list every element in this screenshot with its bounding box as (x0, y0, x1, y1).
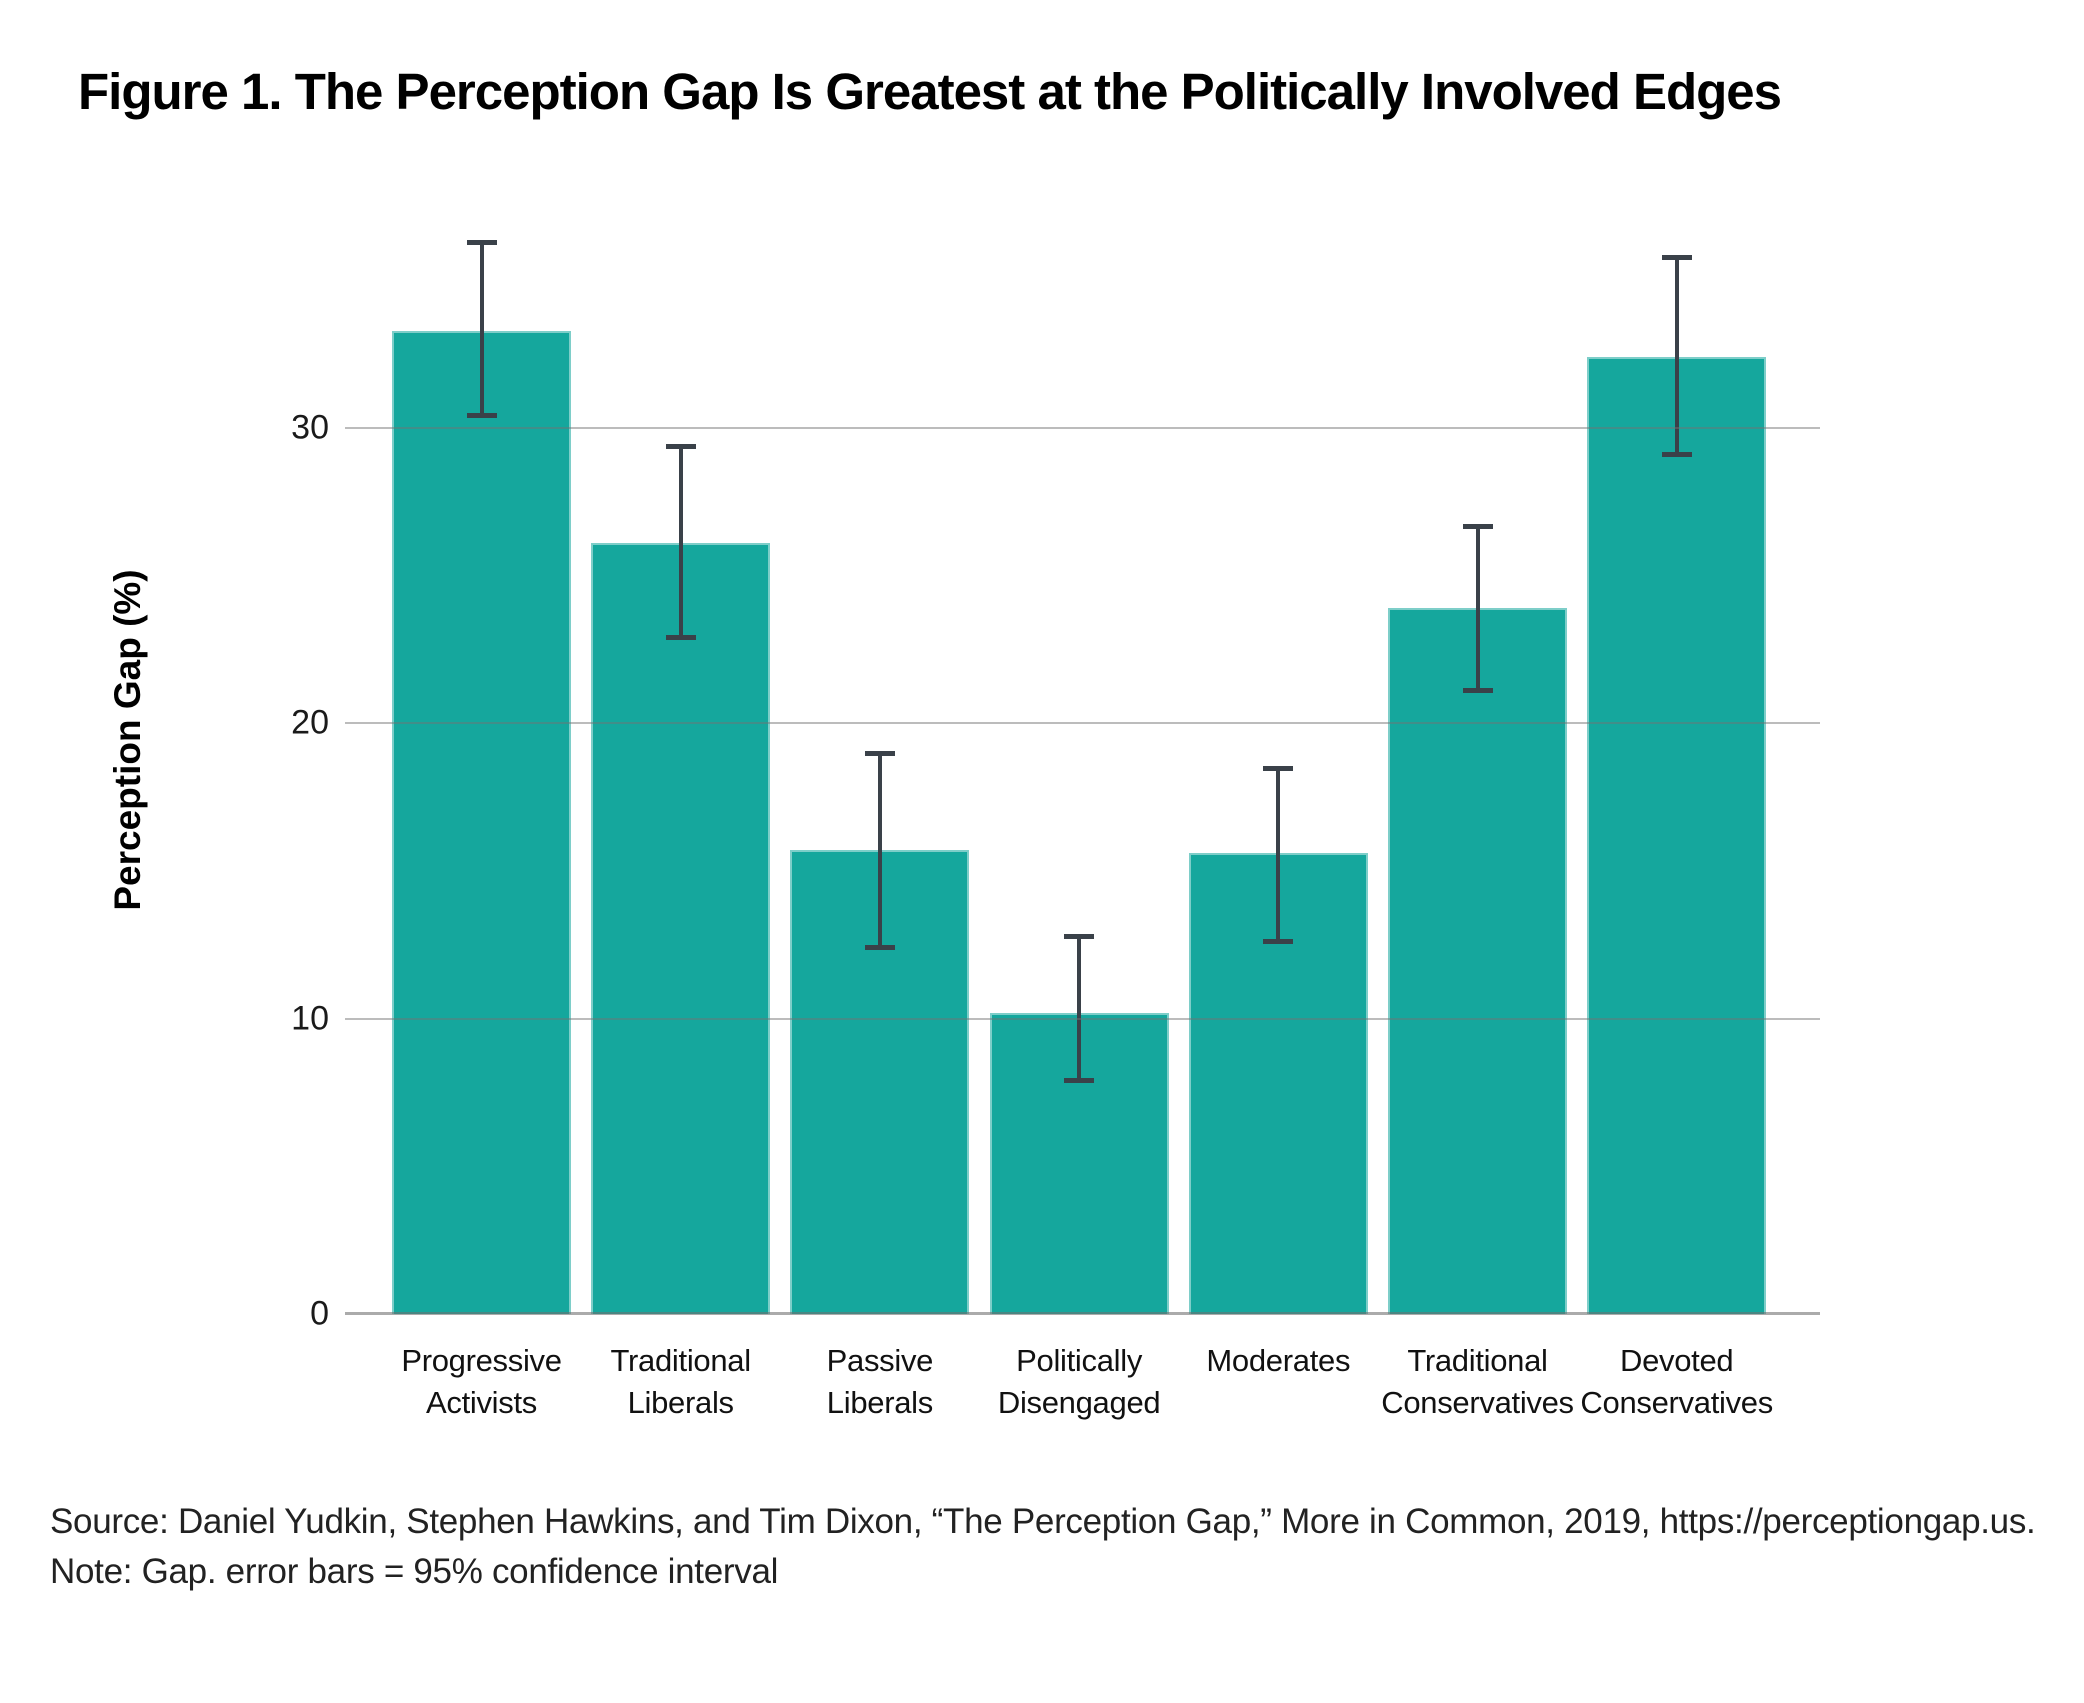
error-bar-cap-bottom (466, 413, 497, 419)
error-bar-line (1475, 525, 1480, 691)
error-bar-cap-bottom (1263, 938, 1294, 944)
category-label-traditional-liberals: Traditional Liberals (610, 1343, 752, 1420)
chart-title: Figure 1. The Perception Gap Is Greatest… (78, 63, 1782, 120)
bar-devoted-conservatives (1587, 357, 1767, 1314)
y-tick-label-10: 10 (291, 999, 329, 1038)
bar-progressive-activists (392, 330, 571, 1314)
category-label-traditional-conservatives: Traditional Conservatives (1381, 1343, 1574, 1420)
error-bar-cap-bottom (1661, 451, 1692, 457)
x-axis-baseline (345, 1312, 1820, 1315)
error-bar-cap-bottom (1064, 1077, 1095, 1083)
error-bar-cap-bottom (1462, 687, 1493, 693)
category-label-devoted-conservatives: Devoted Conservatives (1580, 1343, 1773, 1420)
error-bar-line (877, 752, 882, 948)
error-bar-cap-top (665, 443, 696, 449)
y-tick-label-30: 30 (291, 408, 329, 447)
gridline-y-10 (345, 1017, 1820, 1020)
error-bar-cap-top (1462, 523, 1493, 529)
gridline-y-20 (345, 722, 1820, 725)
error-bar-cap-top (466, 240, 497, 246)
error-bar-line (1276, 767, 1281, 942)
source-line: Source: Daniel Yudkin, Stephen Hawkins, … (50, 1502, 2036, 1541)
bar-traditional-conservatives (1388, 608, 1567, 1314)
error-bar-cap-top (1661, 254, 1692, 260)
error-bar-line (1077, 936, 1082, 1081)
gridline-y-30 (345, 427, 1820, 430)
error-bar-line (1674, 256, 1679, 455)
plot-area: 0 10 20 30 Progressive Activists Traditional … (291, 180, 1820, 1420)
category-label-moderates: Moderates (1206, 1343, 1351, 1378)
category-label-politically-disengaged: Politically Disengaged (997, 1343, 1161, 1420)
error-bar-line (678, 445, 683, 638)
error-bar-cap-top (864, 750, 895, 756)
bar-traditional-liberals (591, 543, 771, 1314)
error-bar-cap-top (1064, 934, 1095, 939)
y-tick-label-0: 0 (310, 1294, 329, 1333)
error-bar-line (479, 242, 484, 417)
error-bar-cap-bottom (864, 944, 895, 950)
y-axis-label: Perception Gap (%) (107, 569, 148, 911)
error-bar-cap-bottom (665, 634, 696, 640)
caption: Source: Daniel Yudkin, Stephen Hawkins, … (50, 1497, 2036, 1597)
category-label-passive-liberals: Passive Liberals (826, 1343, 934, 1420)
y-tick-label-20: 20 (291, 703, 329, 742)
error-bar-cap-top (1263, 765, 1294, 771)
category-label-progressive-activists: Progressive Activists (401, 1343, 562, 1420)
note-line: Note: Gap. error bars = 95% confidence i… (50, 1552, 779, 1591)
